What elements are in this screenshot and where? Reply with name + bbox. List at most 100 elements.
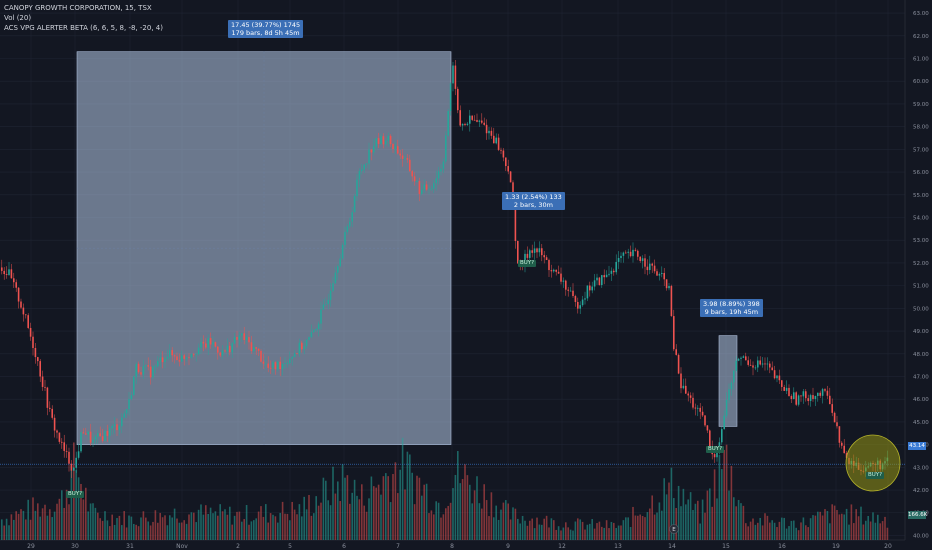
volume-bar <box>454 474 457 540</box>
volume-bar <box>629 526 632 540</box>
volume-bar <box>730 465 733 540</box>
volume-bar <box>145 517 147 540</box>
volume-bar <box>97 512 99 540</box>
candle-body <box>291 357 293 359</box>
candle-body <box>49 407 51 409</box>
candle-body <box>68 451 70 464</box>
volume-bar <box>339 501 341 540</box>
y-tick-label: 60.00 <box>913 79 929 85</box>
volume-bar <box>800 522 802 540</box>
candle-body <box>226 345 229 352</box>
candle-body <box>560 273 562 282</box>
buy-signal-4[interactable]: BUY? <box>866 472 885 479</box>
candle-body <box>401 155 404 159</box>
volume-bar <box>507 503 509 540</box>
volume-bar <box>517 518 519 540</box>
alerter-indicator-label[interactable]: ACS VPG ALERTER BETA (6, 6, 5, 8, -8, -2… <box>4 24 163 32</box>
volume-bar <box>560 530 562 540</box>
candle-body <box>541 248 543 256</box>
candle-body <box>555 269 557 272</box>
candle-body <box>221 350 224 356</box>
volume-bar <box>831 504 833 540</box>
candle-body <box>469 115 471 124</box>
y-tick-label: 40.00 <box>913 533 929 539</box>
candle-body <box>370 149 373 153</box>
volume-bar <box>649 508 651 540</box>
candle-body <box>123 413 125 418</box>
candle-body <box>548 260 550 271</box>
volume-bar <box>185 523 188 540</box>
volume-bar <box>721 469 723 540</box>
volume-bar <box>644 517 646 540</box>
buy-signal-2[interactable]: BUY? <box>518 260 537 267</box>
candle-body <box>382 136 385 145</box>
x-tick-label: 16 <box>778 543 786 550</box>
candle-body <box>207 338 209 348</box>
volume-bar <box>579 519 581 540</box>
volume-bar <box>34 510 37 540</box>
volume-bar <box>709 488 711 540</box>
candle-body <box>317 323 320 329</box>
candle-body <box>267 363 269 368</box>
volume-bar <box>459 483 461 540</box>
candle-body <box>346 226 349 232</box>
volume-bar <box>37 503 39 540</box>
volume-bar <box>233 515 236 540</box>
volume-indicator-label[interactable]: Vol (20) <box>4 14 32 22</box>
candle-body <box>538 248 541 253</box>
candle-body <box>591 286 593 291</box>
candle-body <box>605 274 608 278</box>
volume-bar <box>123 511 125 540</box>
volume-bar <box>293 509 296 540</box>
buy-signal-1[interactable]: BUY? <box>66 491 85 498</box>
candle-body <box>416 181 418 182</box>
volume-bar <box>128 515 130 540</box>
candle-body <box>53 417 56 431</box>
buy-signal-3[interactable]: BUY? <box>706 446 725 453</box>
volume-bar <box>358 499 361 540</box>
candle-body <box>449 83 452 111</box>
candle-body <box>733 370 735 383</box>
volume-bar <box>634 515 637 540</box>
candles <box>1 59 889 479</box>
candle-body <box>615 261 617 273</box>
candle-body <box>118 426 121 431</box>
volume-bar <box>817 511 819 540</box>
candle-body <box>483 122 485 125</box>
x-tick-label: 5 <box>288 543 292 550</box>
candle-body <box>73 467 75 471</box>
volume-bar <box>125 527 128 540</box>
candle-body <box>375 138 377 147</box>
volume-bar <box>447 505 449 540</box>
symbol-title[interactable]: CANOPY GROWTH CORPORATION, 15, TSX <box>4 4 152 12</box>
candle-body <box>303 346 305 350</box>
candle-body <box>713 454 716 458</box>
volume-bar <box>1 519 3 540</box>
volume-bar <box>51 517 53 540</box>
candle-body <box>133 376 135 396</box>
candle-body <box>308 337 310 340</box>
volume-bar <box>457 451 459 540</box>
volume-bar <box>790 520 793 540</box>
candle-body <box>701 411 704 416</box>
x-tick-label: 30 <box>71 543 79 550</box>
candle-body <box>687 393 689 396</box>
candle-body <box>689 395 692 398</box>
candle-body <box>562 280 565 282</box>
candle-body <box>58 432 61 442</box>
candle-body <box>121 417 123 427</box>
volume-bar <box>41 508 44 540</box>
volume-bar <box>231 524 233 540</box>
candle-body <box>1 267 3 271</box>
volume-bar <box>663 478 665 540</box>
candle-body <box>145 365 147 367</box>
volume-bar <box>500 509 502 540</box>
volume-bar <box>795 527 797 540</box>
candle-body <box>46 387 49 408</box>
candle-body <box>812 395 814 399</box>
candle-body <box>596 277 598 281</box>
volume-bar <box>209 507 212 540</box>
candle-body <box>77 451 80 458</box>
candle-body <box>274 362 277 370</box>
